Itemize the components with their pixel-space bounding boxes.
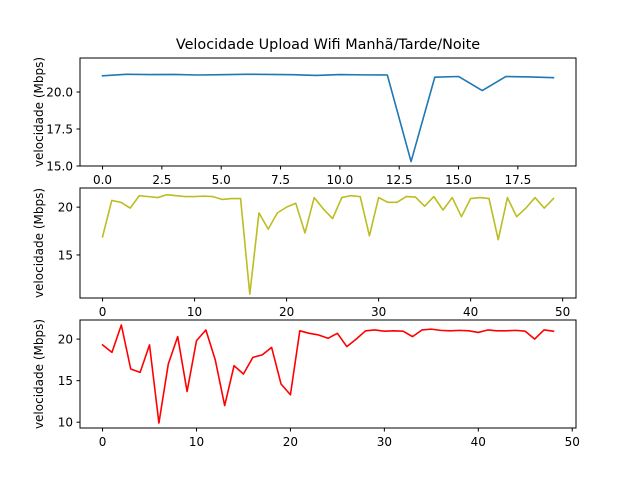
x-tick-label-2-2: 20 — [279, 305, 294, 319]
charts-container: 0.0 2.5 5.0 7.5 10.0 12.5 15.0 17.5 15.0 17.5 20.0… — [32, 57, 580, 449]
x-tick-label-1-4: 10.0 — [327, 173, 354, 187]
x-tick-label-3-3: 30 — [377, 435, 392, 449]
subplot-2: 0 10 20 30 40 50 15 20 velocidade (Mbps) — [32, 187, 577, 319]
subplot-1: 0.0 2.5 5.0 7.5 10.0 12.5 15.0 17.5 15.0 17.5 20.0… — [32, 57, 577, 187]
x-tick-label-3-4: 40 — [471, 435, 486, 449]
y-tick-label-3-1: 15 — [58, 374, 73, 388]
y-tick-label-2-0: 15 — [58, 248, 73, 262]
y-tick-label-2-1: 20 — [58, 201, 73, 215]
x-tick-label-3-5: 50 — [565, 435, 580, 449]
x-tick-label-2-3: 30 — [371, 305, 386, 319]
x-tick-label-1-0: 0.0 — [93, 173, 112, 187]
x-tick-label-3-1: 10 — [189, 435, 204, 449]
x-tick-label-3-2: 20 — [283, 435, 298, 449]
subplot-3: 0 10 20 30 40 50 10 15 20 velocidade (Mbps) — [32, 319, 580, 449]
x-tick-label-2-4: 40 — [463, 305, 478, 319]
x-tick-label-1-3: 7.5 — [271, 173, 290, 187]
x-tick-label-2-0: 0 — [99, 305, 107, 319]
x-tick-label-3-0: 0 — [99, 435, 107, 449]
y-axis-label-2: velocidade (Mbps) — [32, 188, 46, 298]
x-tick-label-1-7: 17.5 — [504, 173, 531, 187]
y-tick-label-1-2: 20.0 — [46, 86, 73, 100]
y-tick-label-3-0: 10 — [58, 416, 73, 430]
x-tick-label-1-5: 12.5 — [386, 173, 413, 187]
x-tick-label-2-1: 10 — [187, 305, 202, 319]
y-tick-label-1-0: 15.0 — [46, 160, 73, 174]
y-axis-label-1: velocidade (Mbps) — [32, 57, 46, 167]
series-line-3-1 — [101, 324, 555, 424]
series-line-1-1 — [101, 73, 555, 163]
y-axis-label-3: velocidade (Mbps) — [32, 319, 46, 429]
axes-frame-2 — [79, 187, 577, 299]
axes-frame-3 — [79, 319, 577, 429]
x-tick-label-1-2: 5.0 — [212, 173, 231, 187]
series-line-2-1 — [101, 193, 555, 295]
axes-frame-1 — [79, 57, 577, 167]
x-tick-label-2-5: 50 — [555, 305, 570, 319]
y-tick-label-1-1: 17.5 — [46, 123, 73, 137]
y-tick-label-3-2: 20 — [58, 333, 73, 347]
x-tick-label-1-6: 15.0 — [445, 173, 472, 187]
x-tick-label-1-1: 2.5 — [152, 173, 171, 187]
chart-title: Velocidade Upload Wifi Manhã/Tarde/Noite — [176, 37, 480, 53]
